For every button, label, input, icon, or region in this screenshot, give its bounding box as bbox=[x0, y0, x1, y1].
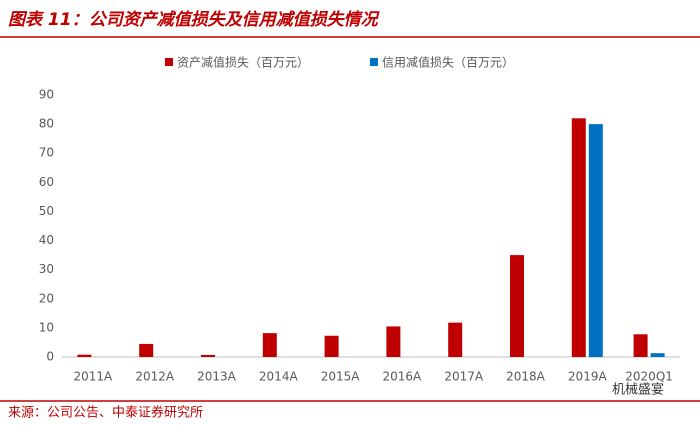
bar bbox=[633, 334, 648, 357]
y-tick-label: 60 bbox=[39, 175, 54, 189]
x-tick-label: 2011A bbox=[74, 370, 114, 384]
x-tick-label: 2020Q1 bbox=[625, 370, 673, 384]
x-tick-label: 2014A bbox=[259, 370, 299, 384]
y-tick-label: 10 bbox=[39, 320, 54, 334]
legend-label: 信用减值损失（百万元） bbox=[382, 55, 514, 70]
legend-swatch bbox=[165, 58, 173, 66]
bar bbox=[77, 354, 92, 357]
bar bbox=[386, 326, 401, 357]
y-tick-label: 70 bbox=[39, 146, 54, 160]
bar bbox=[324, 335, 339, 357]
watermark: 机械盛宴 bbox=[612, 382, 664, 398]
bar bbox=[448, 322, 463, 357]
x-tick-label: 2015A bbox=[321, 370, 361, 384]
bar bbox=[571, 118, 586, 358]
y-tick-label: 30 bbox=[39, 262, 54, 276]
bar bbox=[262, 333, 277, 357]
x-tick-label: 2013A bbox=[197, 370, 237, 384]
bar bbox=[139, 343, 154, 357]
x-tick-label: 2019A bbox=[568, 370, 608, 384]
chart-title: 图表 11：公司资产减值损失及信用减值损失情况 bbox=[8, 10, 381, 30]
bar bbox=[510, 255, 524, 357]
x-tick-label: 2016A bbox=[383, 370, 423, 384]
bar bbox=[201, 354, 215, 357]
y-tick-label: 80 bbox=[39, 117, 54, 131]
source-note: 来源：公司公告、中泰证券研究所 bbox=[8, 405, 203, 421]
y-tick-label: 0 bbox=[46, 350, 54, 364]
legend-label: 资产减值损失（百万元） bbox=[177, 55, 309, 70]
legend-swatch bbox=[370, 58, 378, 66]
x-tick-label: 2017A bbox=[444, 370, 484, 384]
bar bbox=[650, 353, 665, 357]
y-tick-label: 90 bbox=[39, 88, 54, 102]
y-tick-label: 40 bbox=[39, 233, 54, 247]
bar bbox=[588, 124, 603, 357]
y-tick-label: 50 bbox=[39, 204, 54, 218]
y-tick-label: 20 bbox=[39, 291, 54, 305]
x-tick-label: 2018A bbox=[506, 370, 546, 384]
x-tick-label: 2012A bbox=[135, 370, 175, 384]
